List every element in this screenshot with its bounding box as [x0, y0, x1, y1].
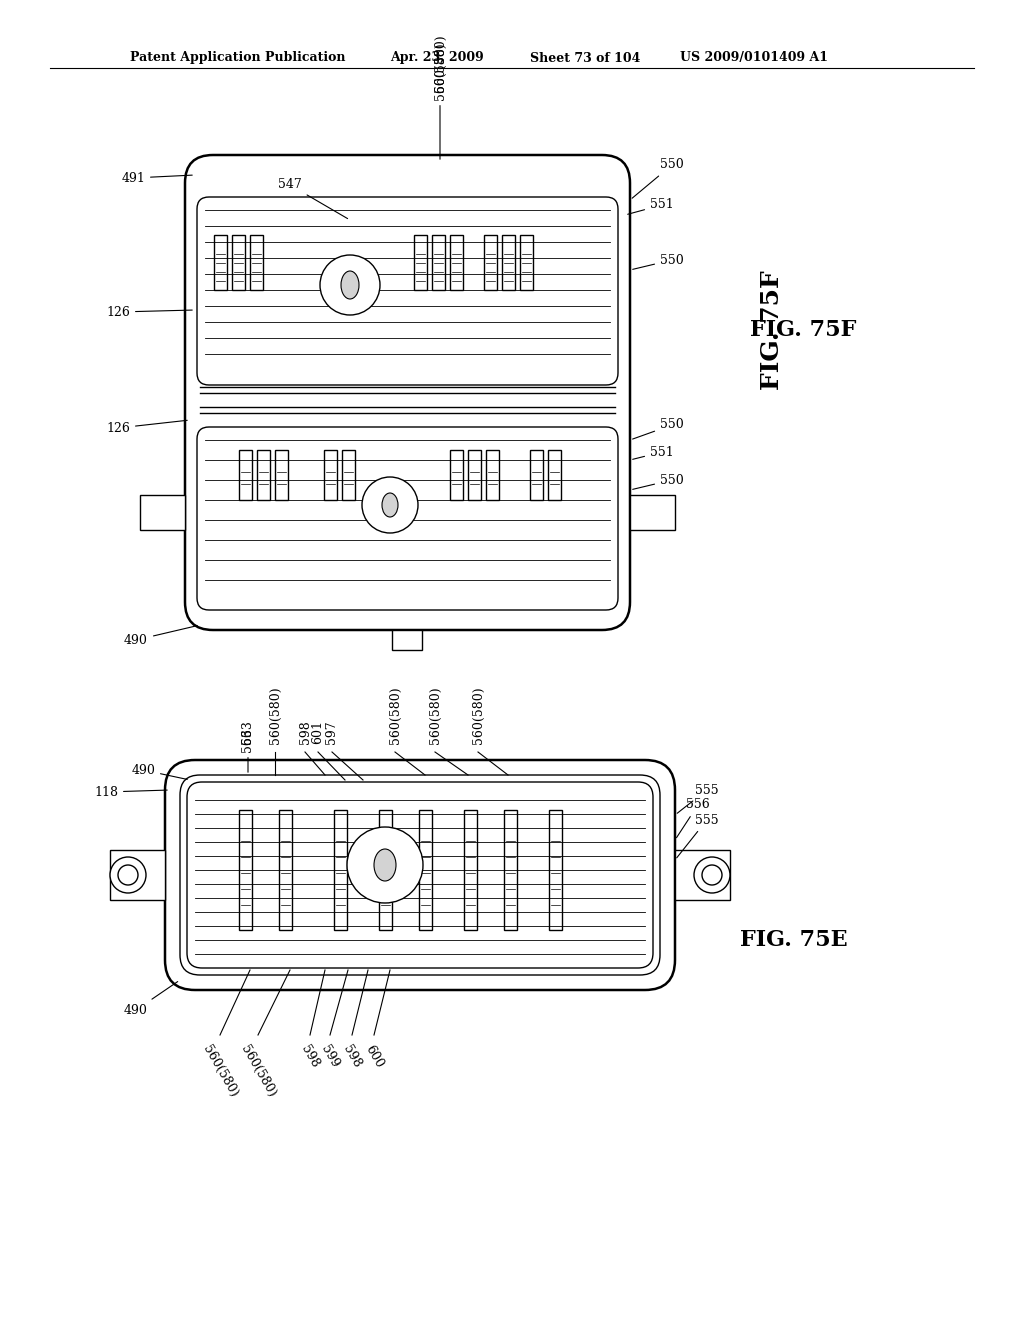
Bar: [450, 235, 463, 290]
Text: 560(580): 560(580): [388, 686, 401, 744]
Text: 547: 547: [279, 178, 347, 219]
FancyBboxPatch shape: [165, 760, 675, 990]
Bar: [414, 235, 427, 290]
Bar: [324, 450, 337, 500]
Bar: [334, 810, 347, 931]
Text: 126: 126: [106, 420, 187, 434]
Text: 550: 550: [633, 474, 684, 490]
Text: 491: 491: [121, 172, 193, 185]
Bar: [502, 235, 515, 290]
Text: 560(580): 560(580): [268, 686, 282, 744]
Text: Sheet 73 of 104: Sheet 73 of 104: [530, 51, 640, 65]
Text: 600: 600: [362, 1043, 386, 1071]
Circle shape: [110, 857, 146, 894]
Text: FIG. 75F: FIG. 75F: [760, 271, 784, 389]
Bar: [450, 450, 463, 500]
Bar: [484, 235, 497, 290]
Text: FIG. 75E: FIG. 75E: [740, 929, 848, 950]
Text: 599: 599: [318, 1043, 342, 1071]
Text: 560(580): 560(580): [433, 42, 446, 160]
Ellipse shape: [341, 271, 359, 300]
Text: Patent Application Publication: Patent Application Publication: [130, 51, 345, 65]
Text: 563: 563: [242, 729, 255, 772]
Circle shape: [362, 477, 418, 533]
Bar: [279, 810, 292, 931]
Bar: [110, 850, 165, 900]
Text: 563: 563: [242, 721, 255, 744]
FancyBboxPatch shape: [197, 197, 618, 385]
Bar: [486, 450, 499, 500]
Circle shape: [319, 255, 380, 315]
Bar: [140, 495, 185, 531]
Circle shape: [347, 828, 423, 903]
Bar: [520, 235, 534, 290]
Text: 598: 598: [340, 1043, 364, 1071]
Bar: [464, 810, 477, 931]
Text: 597: 597: [326, 721, 339, 744]
Bar: [239, 810, 252, 931]
Text: 550: 550: [633, 253, 684, 269]
Text: 490: 490: [124, 982, 178, 1016]
FancyBboxPatch shape: [185, 154, 630, 630]
Bar: [419, 810, 432, 931]
Bar: [257, 450, 270, 500]
Text: Apr. 23, 2009: Apr. 23, 2009: [390, 51, 483, 65]
Text: 490: 490: [124, 626, 198, 647]
Circle shape: [694, 857, 730, 894]
Text: 560(580): 560(580): [433, 34, 446, 92]
Text: 550: 550: [633, 418, 684, 440]
FancyBboxPatch shape: [197, 426, 618, 610]
Text: 555: 555: [677, 784, 719, 813]
Text: 556: 556: [677, 799, 710, 838]
Bar: [275, 450, 288, 500]
Bar: [549, 810, 562, 931]
Text: 598: 598: [299, 721, 311, 744]
Text: 551: 551: [628, 198, 674, 214]
Text: 126: 126: [106, 305, 193, 318]
Text: US 2009/0101409 A1: US 2009/0101409 A1: [680, 51, 828, 65]
Bar: [342, 450, 355, 500]
Bar: [530, 450, 543, 500]
Bar: [468, 450, 481, 500]
Bar: [504, 810, 517, 931]
Text: 560(580): 560(580): [200, 1043, 240, 1100]
Bar: [214, 235, 227, 290]
Text: 560(580): 560(580): [238, 1043, 279, 1100]
Bar: [239, 450, 252, 500]
Bar: [675, 850, 730, 900]
Bar: [392, 630, 422, 649]
Text: 490: 490: [131, 763, 187, 779]
Text: 560(580): 560(580): [428, 686, 441, 744]
FancyBboxPatch shape: [180, 775, 660, 975]
Bar: [432, 235, 445, 290]
Ellipse shape: [382, 492, 398, 517]
Text: 555: 555: [677, 813, 719, 858]
Text: 118: 118: [94, 785, 167, 799]
Text: 601: 601: [311, 719, 325, 744]
Ellipse shape: [374, 849, 396, 880]
FancyBboxPatch shape: [187, 781, 653, 968]
Text: FIG. 75F: FIG. 75F: [750, 319, 856, 341]
Text: 598: 598: [298, 1043, 322, 1071]
Bar: [548, 450, 561, 500]
Bar: [250, 235, 263, 290]
Text: 550: 550: [632, 158, 684, 198]
Bar: [232, 235, 245, 290]
Bar: [630, 495, 675, 531]
Bar: [379, 810, 392, 931]
Text: 560(580): 560(580): [471, 686, 484, 744]
Text: 551: 551: [633, 446, 674, 459]
